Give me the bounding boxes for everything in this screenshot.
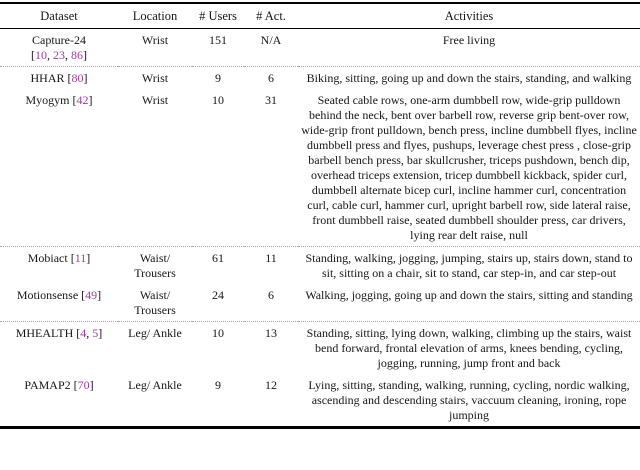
dataset-name: Capture-24: [32, 33, 86, 47]
dataset-cell: PAMAP2 [70]: [0, 374, 118, 428]
num-act-cell: 6: [268, 71, 274, 85]
location-cell: Wrist: [141, 71, 169, 85]
table-row: Mobiact [11] Waist/ Trousers 61 11 Stand…: [0, 247, 640, 285]
num-act-cell: 11: [265, 251, 277, 265]
num-users-cell: 10: [212, 326, 224, 340]
table-row: Capture-24 [10, 23, 86] Wrist 151 N/A Fr…: [0, 28, 640, 67]
activities-cell: Standing, walking, jogging, jumping, sta…: [305, 251, 633, 280]
citation-number: 86: [71, 48, 83, 62]
activities-cell: Walking, jogging, going up and down the …: [298, 284, 640, 322]
activities-cell: Free living: [298, 28, 640, 67]
citation-number: 70: [77, 378, 90, 392]
dataset-cell: Motionsense [49]: [0, 284, 118, 322]
citation: [11]: [70, 251, 91, 265]
activities-cell: Standing, sitting, lying down, walking, …: [306, 326, 632, 370]
citation: [80]: [67, 71, 88, 85]
dataset-cell: MHEALTH [4, 5]: [0, 322, 118, 375]
citation-number: 80: [71, 71, 84, 85]
location-cell: Wrist: [118, 89, 192, 247]
column-header-num-users: # Users: [192, 3, 244, 29]
num-act-cell: 6: [244, 284, 298, 322]
column-header-dataset: Dataset: [0, 3, 118, 29]
location-cell: Leg/ Ankle: [128, 326, 182, 340]
location-cell: Leg/ Ankle: [128, 378, 182, 392]
num-users-cell: 10: [192, 89, 244, 247]
num-act-cell: 12: [265, 378, 277, 392]
activities-cell: Seated cable rows, one-arm dumbbell row,…: [298, 89, 640, 247]
citation: [70]: [73, 378, 94, 392]
num-act-cell: 31: [244, 89, 298, 247]
num-users-cell: 9: [215, 378, 221, 392]
citation: [42]: [72, 93, 93, 107]
table-row: HHAR [80] Wrist 9 6 Biking, sitting, goi…: [0, 67, 640, 90]
dataset-cell: Myogym [42]: [0, 89, 118, 247]
location-cell: Waist/ Trousers: [134, 251, 176, 280]
citation: [10, 23, 86]: [31, 48, 87, 62]
citation-number: 11: [74, 251, 87, 265]
table-row: Motionsense [49] Waist/ Trousers 24 6 Wa…: [0, 284, 640, 322]
citation-number: 49: [85, 288, 98, 302]
column-header-num-act: # Act.: [244, 3, 298, 29]
num-users-cell: 151: [192, 28, 244, 67]
citation-number: 23: [53, 48, 65, 62]
header-row: Dataset Location # Users # Act. Activiti…: [0, 3, 640, 29]
column-header-activities: Activities: [298, 3, 640, 29]
table-row: PAMAP2 [70] Leg/ Ankle 9 12 Lying, sitti…: [0, 374, 640, 428]
citation: [49]: [81, 288, 102, 302]
dataset-name: Motionsense: [16, 288, 79, 302]
citation-number: 42: [76, 93, 89, 107]
citation-number: 5: [92, 326, 99, 340]
table-body: Capture-24 [10, 23, 86] Wrist 151 N/A Fr…: [0, 28, 640, 428]
citation-number: 10: [35, 48, 47, 62]
dataset-name: PAMAP2: [24, 378, 71, 392]
num-users-cell: 24: [192, 284, 244, 322]
num-act-cell: 13: [265, 326, 277, 340]
datasets-table: Dataset Location # Users # Act. Activiti…: [0, 2, 640, 429]
dataset-name: MHEALTH: [15, 326, 74, 340]
dataset-cell: Mobiact [11]: [0, 247, 118, 285]
table-header: Dataset Location # Users # Act. Activiti…: [0, 3, 640, 29]
column-header-location: Location: [118, 3, 192, 29]
table-row: MHEALTH [4, 5] Leg/ Ankle 10 13 Standing…: [0, 322, 640, 375]
dataset-name: Mobiact: [27, 251, 68, 265]
citation: [4, 5]: [76, 326, 103, 340]
num-users-cell: 61: [212, 251, 224, 265]
dataset-cell: HHAR [80]: [0, 67, 118, 90]
dataset-name: Myogym: [25, 93, 70, 107]
dataset-cell: Capture-24 [10, 23, 86]: [0, 28, 118, 67]
citation-number: 4: [80, 326, 87, 340]
location-cell: Waist/ Trousers: [118, 284, 192, 322]
activities-cell: Biking, sitting, going up and down the s…: [306, 71, 632, 85]
num-act-cell: N/A: [244, 28, 298, 67]
location-cell: Wrist: [118, 28, 192, 67]
dataset-name: HHAR: [30, 71, 65, 85]
num-users-cell: 9: [215, 71, 221, 85]
activities-cell: Lying, sitting, standing, walking, runni…: [308, 378, 630, 422]
table-row: Myogym [42] Wrist 10 31 Seated cable row…: [0, 89, 640, 247]
